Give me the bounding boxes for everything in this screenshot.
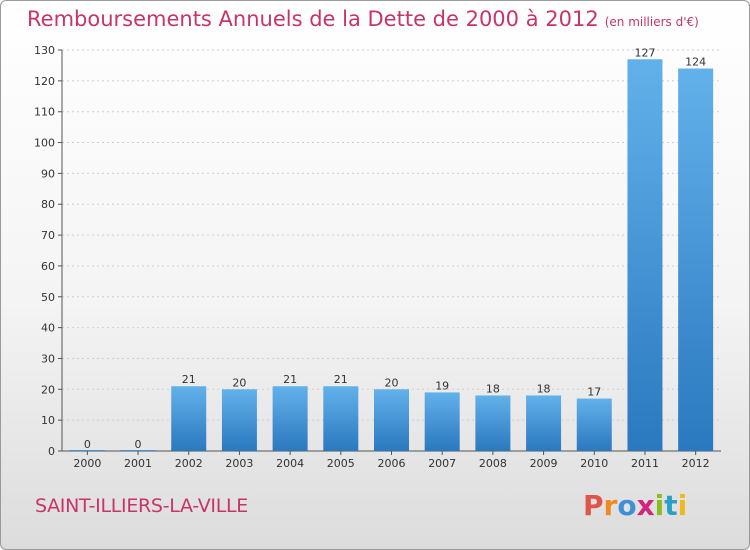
bar (526, 395, 562, 451)
x-tick-label: 2004 (276, 457, 304, 470)
data-label: 19 (435, 379, 449, 392)
data-label: 20 (385, 376, 399, 389)
chart-unit-note: (en milliers d'€) (604, 15, 699, 29)
y-tick-label: 30 (41, 352, 55, 365)
data-label: 18 (537, 382, 551, 395)
y-tick-label: 0 (48, 445, 55, 458)
town-name: SAINT-ILLIERS-LA-VILLE (35, 495, 248, 517)
bar (678, 68, 714, 451)
x-tick-label: 2003 (225, 457, 253, 470)
bar (627, 59, 663, 451)
data-label: 21 (283, 373, 297, 386)
logo-letter: i (677, 489, 688, 522)
logo-letter: i (654, 489, 665, 522)
y-tick-label: 90 (41, 167, 55, 180)
x-tick-label: 2001 (124, 457, 152, 470)
y-tick-label: 60 (41, 260, 55, 273)
y-tick-label: 50 (41, 291, 55, 304)
chart-title: Remboursements Annuels de la Dette de 20… (27, 7, 699, 31)
y-tick-label: 120 (34, 75, 55, 88)
y-tick-label: 130 (34, 44, 55, 57)
bar (272, 386, 308, 451)
bar (374, 389, 409, 451)
data-label: 21 (334, 373, 348, 386)
data-label: 127 (634, 46, 655, 59)
bar (171, 386, 207, 451)
data-label: 0 (84, 438, 91, 451)
logo-letter: x (636, 489, 655, 522)
x-tick-label: 2006 (378, 457, 406, 470)
data-label: 17 (587, 386, 601, 399)
x-tick-label: 2002 (175, 457, 203, 470)
data-label: 20 (232, 376, 246, 389)
y-tick-label: 70 (41, 229, 55, 242)
y-tick-label: 10 (41, 414, 55, 427)
y-tick-label: 80 (41, 198, 55, 211)
x-tick-label: 2008 (479, 457, 507, 470)
bar (576, 398, 612, 451)
x-tick-label: 2009 (530, 457, 558, 470)
y-tick-label: 20 (41, 383, 55, 396)
data-label: 21 (182, 373, 196, 386)
x-tick-label: 2011 (631, 457, 659, 470)
logo-letter: o (617, 489, 637, 522)
x-tick-label: 2005 (327, 457, 355, 470)
bar (221, 389, 257, 451)
logo-letter: P (583, 489, 604, 522)
x-tick-label: 2010 (580, 457, 608, 470)
x-tick-label: 2012 (682, 457, 710, 470)
bar (424, 392, 460, 451)
y-tick-label: 40 (41, 322, 55, 335)
bar (323, 386, 359, 451)
logo-letter: r (603, 489, 618, 522)
y-tick-label: 100 (34, 137, 55, 150)
x-tick-label: 2007 (428, 457, 456, 470)
proxiti-logo: Proxiti (583, 489, 687, 522)
data-label: 124 (685, 56, 706, 69)
y-tick-label: 110 (34, 106, 55, 119)
x-tick-label: 2000 (73, 457, 101, 470)
bar (475, 395, 511, 451)
logo-letter: t (664, 489, 678, 522)
data-label: 0 (135, 438, 142, 451)
chart-title-text: Remboursements Annuels de la Dette de 20… (27, 7, 599, 31)
data-label: 18 (486, 382, 500, 395)
